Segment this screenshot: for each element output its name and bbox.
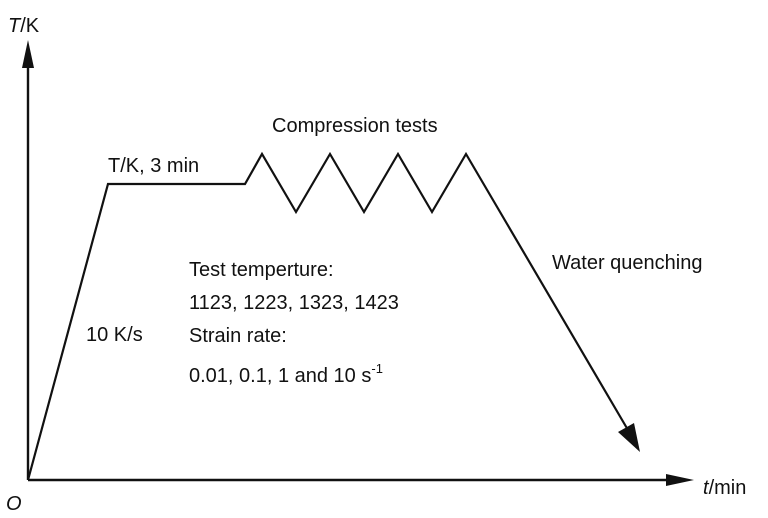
test-temperature-values: 1123, 1223, 1323, 1423 [189,292,399,314]
quench-label: Water quenching [552,252,702,274]
strain-rate-values-text: 0.01, 0.1, 1 and 10 s [189,365,371,387]
test-temperature-heading: Test temperture: [189,259,334,281]
strain-rate-values: 0.01, 0.1, 1 and 10 s-1 [189,361,383,387]
y-axis-arrow [22,40,34,68]
heating-rate-label: 10 K/s [86,324,143,346]
x-axis-label: t/min [703,477,746,499]
x-axis-arrow [666,474,694,486]
compression-label: Compression tests [272,115,438,137]
hold-label: T/K, 3 min [108,155,199,177]
x-axis-unit: /min [709,477,747,499]
strain-rate-heading: Strain rate: [189,325,287,347]
origin-label: O [6,493,22,515]
y-axis-variable: T [8,15,22,37]
process-curve [26,151,629,481]
strain-rate-exponent: -1 [371,361,383,376]
quench-arrowhead [618,423,640,452]
y-axis-label: T/K [8,15,40,37]
x-axis-variable: t [703,477,710,499]
y-axis-unit: /K [20,15,40,37]
